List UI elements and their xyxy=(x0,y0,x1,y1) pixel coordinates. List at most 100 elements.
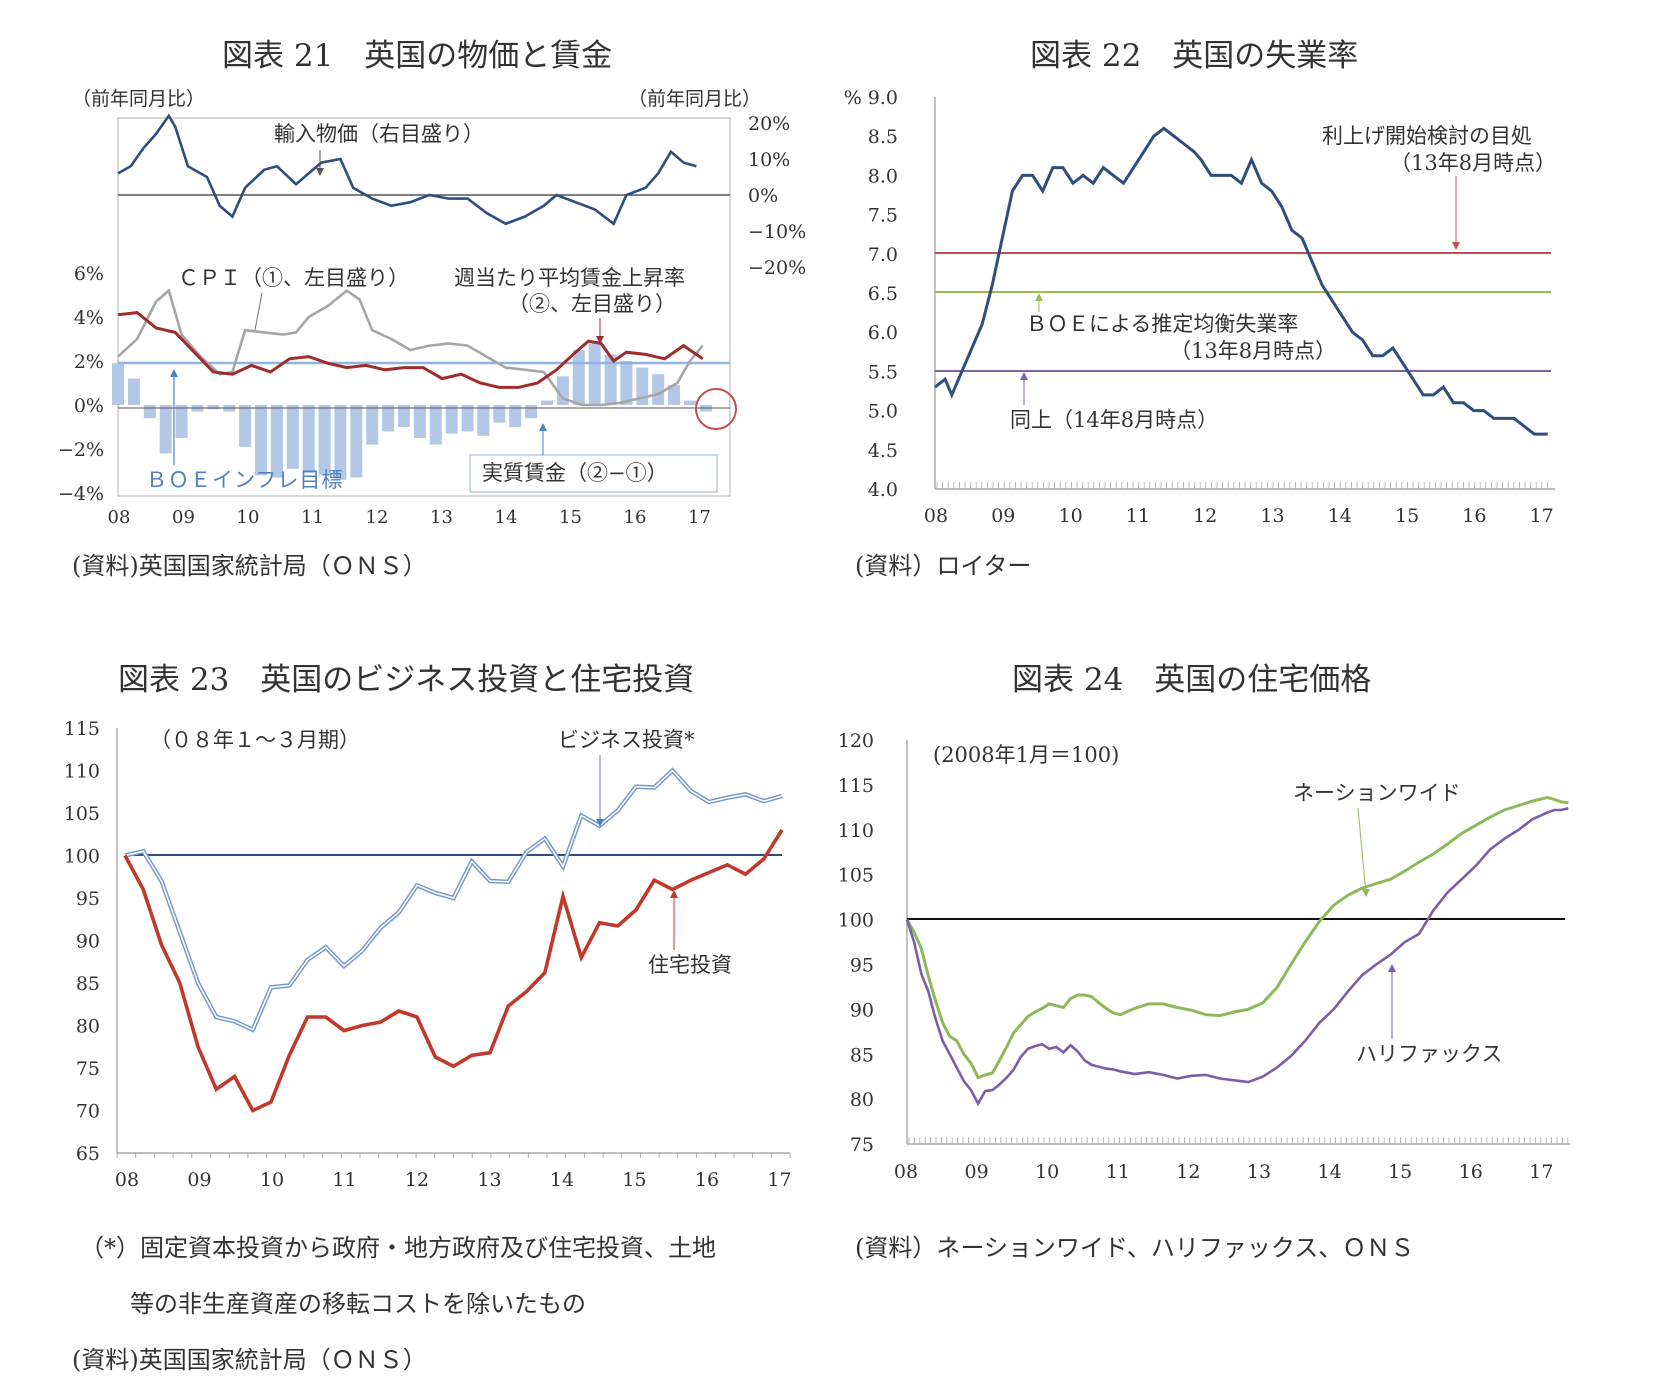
chart22-y-tick: 5.0 xyxy=(868,401,898,423)
chart22-y-tick: 6.5 xyxy=(868,283,898,305)
chart21-cpi-arrow xyxy=(254,292,263,331)
chart23-x-tick: 10 xyxy=(260,1169,284,1191)
chart21-real-wage-bar xyxy=(525,405,538,419)
chart23-note-line1: （*）固定資本投資から政府・地方政府及び住宅投資、土地 xyxy=(80,1234,716,1262)
chart23-ticks: 115 110 105 100 95 90 85 80 75 70 65 08 09 10 11 12 13 14… xyxy=(64,718,792,1191)
chart21-real-wage-arrowhead xyxy=(539,423,547,431)
chart24-x-tick: 10 xyxy=(1035,1161,1059,1183)
chart22-purple-label: 同上（14年8月時点） xyxy=(1010,408,1218,432)
chart21-real-wage-bar xyxy=(255,405,267,476)
chart21-real-wage-bar xyxy=(127,378,140,405)
chart21-real-wage-bar xyxy=(239,405,252,447)
chart21-real-wage-bar xyxy=(334,405,347,480)
chart23-x-tick: 09 xyxy=(187,1169,211,1191)
chart21-real-wage-bar xyxy=(509,405,522,427)
chart24-x-tick: 08 xyxy=(894,1161,918,1183)
chart24-x-tick: 14 xyxy=(1318,1161,1342,1183)
chart21-real-wage-bar xyxy=(302,405,315,474)
chart21: 20% 10% 0% −10% −20% 6% 4% 2% 0% −2% −4%08 09 10 11 12… xyxy=(58,88,806,528)
chart23-source: (資料)英国国家統計局（ＯＮＳ） xyxy=(72,1346,427,1374)
chart23-business-label: ビジネス投資* xyxy=(558,728,695,752)
chart22-source: (資料）ロイター xyxy=(855,552,1032,580)
chart23-base-label: （０８年１～３月期） xyxy=(150,728,360,752)
chart23-x-tick: 08 xyxy=(115,1169,139,1191)
chart22-y-tick: 5.5 xyxy=(868,361,898,383)
chart22-x-tick: 10 xyxy=(1059,505,1083,527)
chart24: 120 115 110 105 100 95 90 85 80 75 08 09 10 11 12 13 14 1… xyxy=(838,730,1570,1183)
chart22-minor-ticks xyxy=(936,482,1548,489)
chart21-real-wage-bar xyxy=(286,405,299,469)
chart22-x-tick: 13 xyxy=(1260,505,1284,527)
chart23-x-tick: 13 xyxy=(477,1169,501,1191)
chart23: 115 110 105 100 95 90 85 80 75 70 65 08 09 10 11 12 13 14… xyxy=(64,718,792,1191)
chart23-housing-investment-line xyxy=(123,829,784,1113)
chart21-real-wage-bar xyxy=(413,405,426,438)
chart23-housing-label: 住宅投資 xyxy=(648,953,732,977)
chart23-y-tick: 110 xyxy=(64,761,100,783)
chart24-y-tick: 110 xyxy=(838,820,874,842)
chart21-real-wage-bar xyxy=(207,405,220,410)
chart22-purple-arrowhead xyxy=(1020,372,1028,380)
chart21-x-tick: 08 xyxy=(108,507,131,528)
chart22-x-tick: 14 xyxy=(1328,505,1352,527)
chart21-real-wage-bar xyxy=(652,374,665,405)
chart21-real-wage-bars xyxy=(112,343,712,480)
chart23-y-tick: 100 xyxy=(64,846,100,868)
chart24-nationwide-line xyxy=(905,795,1569,1080)
chart24-y-tick: 85 xyxy=(850,1044,874,1066)
chart21-real-wage-bar xyxy=(112,363,124,405)
chart24-y-tick: 90 xyxy=(850,999,874,1021)
chart21-real-wage-label: 実質賃金（②−①） xyxy=(482,461,668,485)
chart23-business-investment-line xyxy=(124,769,783,1031)
chart21-real-wage-bar xyxy=(175,405,188,438)
chart21-left-tick: −4% xyxy=(58,483,104,505)
chart21-cpi-label: ＣＰＩ（①、左目盛り） xyxy=(178,266,409,290)
chart24-x-tick: 17 xyxy=(1529,1161,1553,1183)
chart21-real-wage-bar xyxy=(572,350,585,405)
chart21-left-tick: 6% xyxy=(74,263,104,285)
chart24-nationwide-label: ネーションワイド xyxy=(1293,781,1461,805)
chart23-title: 図表 23 英国のビジネス投資と住宅投資 xyxy=(118,662,695,698)
chart23-y-tick: 105 xyxy=(64,803,100,825)
chart22-green-label-1: ＢＯＥによる推定均衡失業率 xyxy=(1026,312,1298,336)
chart24-y-tick: 115 xyxy=(838,775,874,797)
chart21-right-tick: 10% xyxy=(748,149,790,171)
chart24-source: (資料）ネーションワイド、ハリファックス、ＯＮＳ xyxy=(855,1234,1415,1262)
chart24-y-tick: 100 xyxy=(838,910,874,932)
chart21-wage-label-1: 週当たり平均賃金上昇率 xyxy=(454,266,685,290)
chart24-halifax-label: ハリファックス xyxy=(1356,1042,1502,1066)
chart22-ticks: % 9.0 8.5 8.0 7.5 7.0 6.5 6.0 5.5 5.0 4.5 4.0 08 09 1… xyxy=(844,87,1554,527)
chart21-real-wage-bar xyxy=(429,405,442,445)
chart23-y-tick: 65 xyxy=(76,1143,100,1165)
chart21-right-unit: （前年同月比） xyxy=(628,88,761,110)
chart24-ticks: 120 115 110 105 100 95 90 85 80 75 08 09 10 11 12 13 14 1… xyxy=(838,730,1554,1183)
chart23-y-tick: 85 xyxy=(76,973,100,995)
chart21-real-wage-bar xyxy=(493,405,506,423)
chart21-real-wage-bar xyxy=(620,361,633,405)
chart23-y-tick: 95 xyxy=(76,888,100,910)
chart21-real-wage-label-box xyxy=(469,454,718,493)
chart21-real-wage-bar xyxy=(588,343,601,405)
chart24-nationwide-arrow xyxy=(1357,807,1367,895)
chart21-import-label: 輸入物価（右目盛り） xyxy=(274,122,484,146)
chart21-real-wage-bar xyxy=(143,405,156,419)
chart24-y-tick: 120 xyxy=(838,730,874,752)
chart21-source: (資料)英国国家統計局（ＯＮＳ） xyxy=(72,552,427,580)
chart22-y-tick: 4.5 xyxy=(868,440,898,462)
chart24-y-tick: 80 xyxy=(850,1089,874,1111)
chart21-x-tick: 13 xyxy=(430,507,453,528)
chart22-y-tick: 7.0 xyxy=(868,244,898,266)
chart24-x-tick: 15 xyxy=(1388,1161,1412,1183)
chart21-left-unit: （前年同月比） xyxy=(72,88,205,110)
chart23-business-investment-line-outline xyxy=(124,767,783,1033)
chart22-x-tick: 09 xyxy=(991,505,1015,527)
chart21-real-wage-bar xyxy=(445,405,458,434)
chart22-green-label-2: （13年8月時点） xyxy=(1170,339,1336,363)
chart21-left-tick: −2% xyxy=(58,439,104,461)
chart21-real-wage-bar xyxy=(159,405,172,454)
chart21-plot-frame xyxy=(117,117,731,497)
chart24-x-tick: 12 xyxy=(1176,1161,1200,1183)
chart22-x-tick: 17 xyxy=(1530,505,1554,527)
chart23-x-tick: 11 xyxy=(332,1169,356,1191)
